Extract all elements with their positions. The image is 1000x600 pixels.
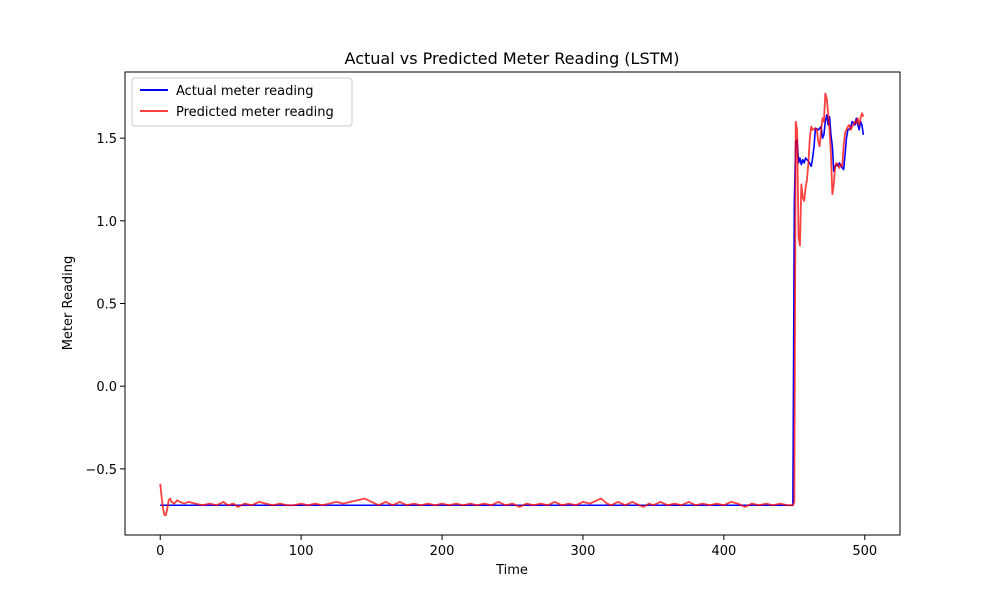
- x-axis: 0 100 200 300 400 500: [156, 535, 877, 559]
- y-axis-title: Meter Reading: [61, 256, 76, 351]
- series-layer: [159, 92, 865, 517]
- y-tick-label-3: 1.0: [96, 215, 117, 230]
- x-tick-label-2: 200: [430, 544, 455, 559]
- legend: Actual meter reading Predicted meter rea…: [131, 77, 353, 127]
- x-axis-title: Time: [495, 563, 528, 578]
- x-tick-label-5: 500: [852, 544, 877, 559]
- x-tick-label-1: 100: [289, 544, 314, 559]
- y-tick-label-0: −0.5: [85, 463, 117, 478]
- legend-frame: [131, 77, 353, 127]
- x-tick-label-4: 400: [711, 544, 736, 559]
- x-tick-label-3: 300: [571, 544, 596, 559]
- x-tick-label-0: 0: [156, 544, 164, 559]
- y-tick-label-4: 1.5: [96, 132, 117, 147]
- legend-label-actual: Actual meter reading: [176, 84, 313, 99]
- chart-title: Actual vs Predicted Meter Reading (LSTM): [345, 49, 680, 68]
- y-axis: −0.5 0.0 0.5 1.0 1.5: [85, 132, 125, 478]
- series-line-predicted: [159, 92, 865, 517]
- y-tick-label-1: 0.0: [96, 380, 117, 395]
- y-tick-label-2: 0.5: [96, 298, 117, 313]
- legend-label-predicted: Predicted meter reading: [176, 105, 334, 120]
